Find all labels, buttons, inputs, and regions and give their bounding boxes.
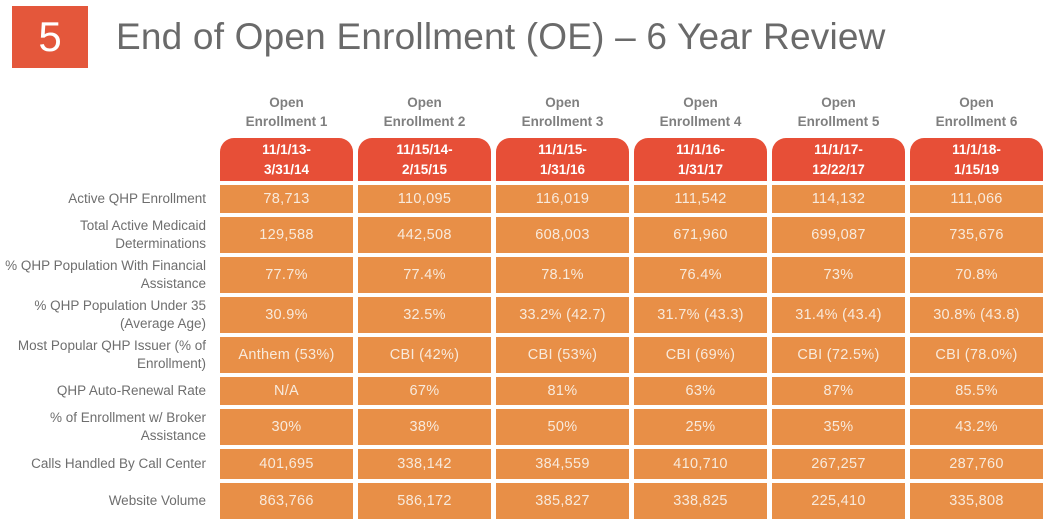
table-corner-spacer <box>0 138 215 181</box>
data-cell: 70.8% <box>910 257 1043 293</box>
slide-number: 5 <box>38 13 62 60</box>
data-cell: 671,960 <box>634 217 767 253</box>
row-label: Most Popular QHP Issuer (% of Enrollment… <box>17 338 206 371</box>
data-cell: 76.4% <box>634 257 767 293</box>
data-cell: 81% <box>496 377 629 405</box>
data-cell: 31.4% (43.4) <box>772 297 905 333</box>
row-label: % of Enrollment w/ Broker Assistance <box>49 410 206 443</box>
data-cell: 85.5% <box>910 377 1043 405</box>
row-label: QHP Auto-Renewal Rate <box>56 383 206 399</box>
data-cell: 335,808 <box>910 483 1043 519</box>
data-cell: 129,588 <box>220 217 353 253</box>
data-cell: 63% <box>634 377 767 405</box>
data-cell: 114,132 <box>772 185 905 213</box>
data-cell: 73% <box>772 257 905 293</box>
data-cell: 43.2% <box>910 409 1043 445</box>
date-range-pill-2: 11/15/14- 2/15/15 <box>358 138 491 181</box>
column-header-6: Open Enrollment 6 <box>935 94 1018 130</box>
row-label: % QHP Population With Financial Assistan… <box>5 258 206 291</box>
data-cell: CBI (42%) <box>358 337 491 373</box>
data-cell: 384,559 <box>496 449 629 479</box>
data-cell: 77.7% <box>220 257 353 293</box>
page-title: End of Open Enrollment (OE) – 6 Year Rev… <box>116 16 886 57</box>
slide-number-box: 5 <box>12 6 88 68</box>
data-cell: 77.4% <box>358 257 491 293</box>
data-cell: N/A <box>220 377 353 405</box>
row-label: % QHP Population Under 35 (Average Age) <box>34 298 206 331</box>
data-cell: CBI (72.5%) <box>772 337 905 373</box>
data-cell: 33.2% (42.7) <box>496 297 629 333</box>
data-cell: 225,410 <box>772 483 905 519</box>
data-cell: 35% <box>772 409 905 445</box>
date-range-pill-4: 11/1/16- 1/31/17 <box>634 138 767 181</box>
data-cell: 30.8% (43.8) <box>910 297 1043 333</box>
data-cell: 586,172 <box>358 483 491 519</box>
data-cell: 608,003 <box>496 217 629 253</box>
data-cell: 401,695 <box>220 449 353 479</box>
data-cell: Anthem (53%) <box>220 337 353 373</box>
row-label: Total Active Medicaid Determinations <box>79 218 206 251</box>
data-cell: 32.5% <box>358 297 491 333</box>
date-range-pill-1: 11/1/13- 3/31/14 <box>220 138 353 181</box>
row-label: Website Volume <box>108 493 206 509</box>
data-cell: 410,710 <box>634 449 767 479</box>
data-cell: 110,095 <box>358 185 491 213</box>
row-label: Active QHP Enrollment <box>68 191 206 207</box>
date-range-pill-5: 11/1/17- 12/22/17 <box>772 138 905 181</box>
data-cell: 338,142 <box>358 449 491 479</box>
data-cell: 78,713 <box>220 185 353 213</box>
date-range-pill-6: 11/1/18- 1/15/19 <box>910 138 1043 181</box>
column-header-2: Open Enrollment 2 <box>383 94 466 130</box>
data-cell: 38% <box>358 409 491 445</box>
data-cell: 735,676 <box>910 217 1043 253</box>
data-cell: 111,066 <box>910 185 1043 213</box>
enrollment-table: Open Enrollment 1 Open Enrollment 2 Open E… <box>0 86 1043 519</box>
column-header-3: Open Enrollment 3 <box>521 94 604 130</box>
column-header-4: Open Enrollment 4 <box>659 94 742 130</box>
data-cell: 111,542 <box>634 185 767 213</box>
data-cell: 863,766 <box>220 483 353 519</box>
data-cell: 30.9% <box>220 297 353 333</box>
data-cell: 87% <box>772 377 905 405</box>
column-header-1: Open Enrollment 1 <box>245 94 328 130</box>
data-cell: 31.7% (43.3) <box>634 297 767 333</box>
data-cell: 338,825 <box>634 483 767 519</box>
data-cell: 116,019 <box>496 185 629 213</box>
date-range-pill-3: 11/1/15- 1/31/16 <box>496 138 629 181</box>
row-label: Calls Handled By Call Center <box>31 456 206 472</box>
data-cell: 385,827 <box>496 483 629 519</box>
table-corner-spacer <box>0 86 215 134</box>
data-cell: 78.1% <box>496 257 629 293</box>
data-cell: 287,760 <box>910 449 1043 479</box>
column-header-5: Open Enrollment 5 <box>797 94 880 130</box>
data-cell: 67% <box>358 377 491 405</box>
data-cell: CBI (53%) <box>496 337 629 373</box>
data-cell: 25% <box>634 409 767 445</box>
data-cell: CBI (69%) <box>634 337 767 373</box>
data-cell: CBI (78.0%) <box>910 337 1043 373</box>
data-cell: 267,257 <box>772 449 905 479</box>
data-cell: 30% <box>220 409 353 445</box>
data-cell: 699,087 <box>772 217 905 253</box>
data-cell: 50% <box>496 409 629 445</box>
data-cell: 442,508 <box>358 217 491 253</box>
